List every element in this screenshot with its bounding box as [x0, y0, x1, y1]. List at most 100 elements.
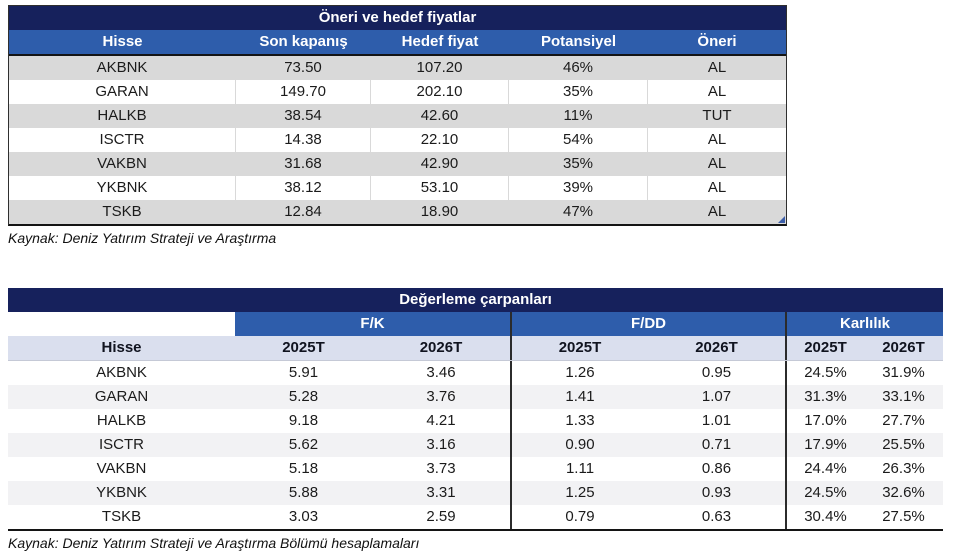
fk-2025t-cell: 5.88: [288, 484, 319, 501]
table-row-garan: GARAN 5.28 3.76 1.41 1.07 31.3% 33.1%: [8, 385, 943, 409]
table2-header-row: Hisse 2025T 2026T 2025T 2026T 2025T 2026…: [8, 336, 943, 361]
fk-2026t-cell: 3.46: [426, 364, 456, 381]
fdd-2026t-cell: 1.01: [701, 412, 732, 429]
karlilik-2025t-cell: 17.9%: [785, 433, 864, 457]
target-price-cell: 202.10: [371, 80, 509, 104]
ticker-cell: HALKB: [9, 104, 236, 128]
table-row-vakbn: VAKBN 5.18 3.73 1.11 0.86 24.4% 26.3%: [8, 457, 943, 481]
column-header-karlilik-2025t: 2025T: [785, 336, 864, 360]
target-price-cell: 42.90: [371, 152, 509, 176]
fk-2025t-cell: 9.18: [288, 412, 319, 429]
karlilik-2025t-cell: 24.5%: [785, 481, 864, 505]
ticker-cell: ISCTR: [9, 128, 236, 152]
recommendation-cell: AL: [707, 131, 727, 148]
column-header-fdd-2026t: 2026T: [695, 339, 738, 356]
group-header-karlilik: Karlılık: [785, 312, 943, 336]
column-header-hedef-fiyat: Hedef fiyat: [401, 33, 479, 50]
last-close-cell: 14.38: [236, 128, 371, 152]
karlilik-2026t-cell: 31.9%: [882, 364, 925, 381]
recommendation-cell: AL: [707, 179, 727, 196]
group-header-fdd: F/DD: [510, 312, 785, 336]
recommendation-cell: AL: [707, 59, 727, 76]
column-header-fk-2025t: 2025T: [282, 339, 325, 356]
recommendation-cell: AL: [707, 203, 727, 220]
karlilik-2026t-cell: 25.5%: [882, 436, 925, 453]
table1-header-row: Hisse Son kapanış Hedef fiyat Potansiyel…: [9, 30, 786, 56]
karlilik-2026t-cell: 27.5%: [882, 508, 925, 525]
table-row-halkb: HALKB 9.18 4.21 1.33 1.01 17.0% 27.7%: [8, 409, 943, 433]
resize-handle-icon: [778, 216, 785, 223]
table-row-ykbnk: YKBNK 5.88 3.31 1.25 0.93 24.5% 32.6%: [8, 481, 943, 505]
ticker-cell: ISCTR: [99, 436, 144, 453]
valuation-multiples-table: Değerleme çarpanları F/K F/DD Karlılık H…: [8, 288, 943, 531]
last-close-cell: 38.54: [236, 104, 371, 128]
ticker-cell: VAKBN: [96, 460, 147, 477]
ticker-cell: TSKB: [9, 200, 236, 224]
karlilik-2025t-cell: 24.4%: [785, 457, 864, 481]
fk-2026t-cell: 4.21: [426, 412, 456, 429]
last-close-cell: 12.84: [236, 200, 371, 224]
table-row-isctr: ISCTR 5.62 3.16 0.90 0.71 17.9% 25.5%: [8, 433, 943, 457]
fk-2026t-cell: 3.31: [426, 484, 456, 501]
target-price-cell: 107.20: [371, 56, 509, 80]
ticker-cell: HALKB: [96, 412, 147, 429]
karlilik-2025t-cell: 31.3%: [785, 385, 864, 409]
upside-cell: 35%: [509, 152, 648, 176]
karlilik-2026t-cell: 32.6%: [882, 484, 925, 501]
upside-cell: 54%: [509, 128, 648, 152]
fk-2026t-cell: 3.73: [426, 460, 456, 477]
fk-2026t-cell: 2.59: [426, 508, 456, 525]
fdd-2025t-cell: 1.26: [510, 361, 648, 385]
upside-cell: 35%: [509, 80, 648, 104]
ticker-cell: AKBNK: [96, 364, 147, 381]
karlilik-2025t-cell: 24.5%: [785, 361, 864, 385]
karlilik-2026t-cell: 27.7%: [882, 412, 925, 429]
upside-cell: 47%: [509, 200, 648, 224]
table-row-halkb: HALKB 38.54 42.60 11% TUT: [9, 104, 786, 128]
ticker-cell: YKBNK: [96, 484, 147, 501]
fk-2026t-cell: 3.16: [426, 436, 456, 453]
column-header-potansiyel: Potansiyel: [540, 33, 617, 50]
fdd-2026t-cell: 1.07: [701, 388, 732, 405]
last-close-cell: 73.50: [236, 56, 371, 80]
karlilik-2026t-cell: 33.1%: [882, 388, 925, 405]
karlilik-2025t-cell: 17.0%: [785, 409, 864, 433]
fdd-2025t-cell: 1.11: [510, 457, 648, 481]
table-row-tskb: TSKB 3.03 2.59 0.79 0.63 30.4% 27.5%: [8, 505, 943, 529]
ticker-cell: GARAN: [94, 388, 149, 405]
table-row-ykbnk: YKBNK 38.12 53.10 39% AL: [9, 176, 786, 200]
ticker-cell: VAKBN: [9, 152, 236, 176]
table-row-akbnk: AKBNK 73.50 107.20 46% AL: [9, 56, 786, 80]
fk-2025t-cell: 5.18: [288, 460, 319, 477]
table2-title: Değerleme çarpanları: [8, 288, 943, 312]
column-header-hisse: Hisse: [101, 339, 142, 356]
column-header-fdd-2025t: 2025T: [510, 336, 648, 360]
fdd-2025t-cell: 1.33: [510, 409, 648, 433]
fk-2025t-cell: 3.03: [288, 508, 319, 525]
column-header-fk-2026t: 2026T: [419, 339, 463, 356]
fdd-2026t-cell: 0.93: [701, 484, 732, 501]
last-close-cell: 31.68: [236, 152, 371, 176]
column-header-hisse: Hisse: [102, 33, 143, 50]
karlilik-2026t-cell: 26.3%: [882, 460, 925, 477]
recommendation-cell: AL: [707, 155, 727, 172]
fdd-2025t-cell: 1.41: [510, 385, 648, 409]
ticker-cell: AKBNK: [9, 56, 236, 80]
table-row-vakbn: VAKBN 31.68 42.90 35% AL: [9, 152, 786, 176]
fk-2025t-cell: 5.62: [288, 436, 319, 453]
table-row-tskb: TSKB 12.84 18.90 47% AL: [9, 200, 786, 224]
table-row-garan: GARAN 149.70 202.10 35% AL: [9, 80, 786, 104]
table-row-akbnk: AKBNK 5.91 3.46 1.26 0.95 24.5% 31.9%: [8, 361, 943, 385]
target-prices-table: Öneri ve hedef fiyatlar Hisse Son kapanı…: [8, 5, 787, 226]
fdd-2025t-cell: 1.25: [510, 481, 648, 505]
upside-cell: 11%: [509, 104, 648, 128]
group-header-fk: F/K: [235, 312, 510, 336]
target-price-cell: 53.10: [371, 176, 509, 200]
karlilik-2025t-cell: 30.4%: [785, 505, 864, 529]
target-price-cell: 18.90: [371, 200, 509, 224]
table2-source: Kaynak: Deniz Yatırım Strateji ve Araştı…: [8, 535, 420, 551]
last-close-cell: 38.12: [236, 176, 371, 200]
fk-2025t-cell: 5.91: [288, 364, 319, 381]
table1-source: Kaynak: Deniz Yatırım Strateji ve Araştı…: [8, 230, 277, 246]
